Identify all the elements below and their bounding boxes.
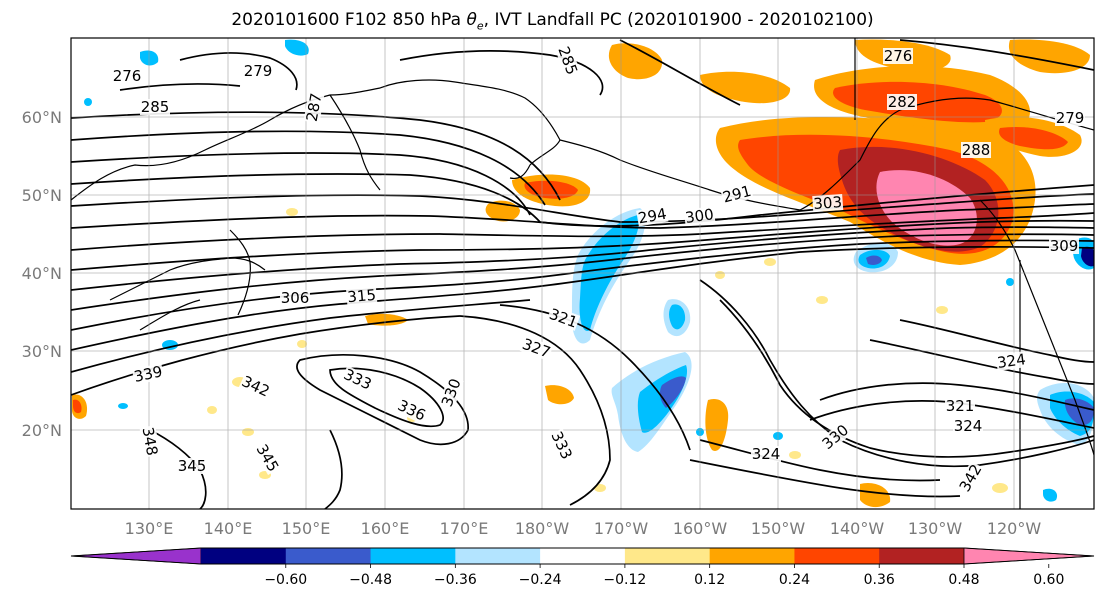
colorbar-bin <box>370 548 456 564</box>
contour-label: 288 <box>962 141 991 159</box>
colorbar-outline <box>70 547 1095 565</box>
longitude-label: 130°E <box>125 519 174 538</box>
longitude-labels: 130°E 140°E 150°E 160°E 170°E 180°W 170°W 160°W… <box>125 519 1042 538</box>
shading-layer <box>72 39 1094 508</box>
longitude-label: 170°E <box>440 519 489 538</box>
colorbar-bin <box>201 548 287 564</box>
longitude-label: 170°W <box>594 519 649 538</box>
colorbar-bin <box>455 548 541 564</box>
contour-label: 339 <box>132 362 164 386</box>
contour-label: 282 <box>888 93 917 111</box>
negative-anomaly-shading <box>669 304 686 330</box>
contour-label: 345 <box>178 457 207 475</box>
longitude-label: 150°E <box>282 519 331 538</box>
colorbar-tick-label: −0.24 <box>519 572 562 588</box>
latitude-labels: 60°N 50°N 40°N 30°N 20°N <box>22 108 62 440</box>
positive-anomaly-shading <box>860 482 891 508</box>
contour-label: 303 <box>813 193 843 213</box>
colorbar-extend-low <box>70 547 202 565</box>
map-title: 2020101600 F102 850 hPa θe, IVT Landfall… <box>0 10 1105 32</box>
contour-label: 287 <box>303 92 326 123</box>
positive-anomaly-shading <box>73 399 82 414</box>
contour-label: 306 <box>281 289 310 307</box>
contour-label: 321 <box>946 397 975 415</box>
longitude-label: 140°E <box>204 519 253 538</box>
latitude-label: 20°N <box>22 421 62 440</box>
contour-label: 276 <box>884 47 913 65</box>
contour-label: 276 <box>113 67 142 85</box>
latitude-label: 60°N <box>22 108 62 127</box>
latitude-label: 50°N <box>22 186 62 205</box>
positive-anomaly-shading <box>545 385 574 405</box>
longitude-label: 140°W <box>830 519 885 538</box>
positive-anomaly-shading <box>833 81 1002 123</box>
colorbar-tick-label: 0.36 <box>864 572 895 588</box>
longitude-label: 120°W <box>987 519 1042 538</box>
colorbar-bin <box>794 548 880 564</box>
colorbar-bin <box>879 548 965 564</box>
contour-label: 279 <box>244 62 273 80</box>
colorbar-tick-label: −0.48 <box>349 572 392 588</box>
gridlines <box>71 38 1094 509</box>
latitude-label: 30°N <box>22 342 62 361</box>
contour-label: 285 <box>141 98 170 116</box>
colorbar-tick-label: 0.12 <box>694 572 725 588</box>
negative-anomaly-shading <box>1081 246 1094 267</box>
longitude-label: 130°W <box>908 519 963 538</box>
negative-anomaly-shading <box>285 39 309 56</box>
colorbar-bin <box>624 548 711 564</box>
title-prefix: 2020101600 F102 850 hPa <box>231 10 467 30</box>
title-theta: θ <box>466 10 477 30</box>
positive-anomaly-shading <box>705 398 729 451</box>
contour-label: 324 <box>996 350 1027 372</box>
colorbar-extend-high <box>963 547 1095 565</box>
negative-anomaly-shading <box>1043 488 1058 502</box>
contour-label: 279 <box>1056 109 1085 127</box>
colorbar-tick-label: −0.36 <box>434 572 477 588</box>
contour-label: 348 <box>139 426 162 457</box>
colorbar-bin <box>709 548 795 564</box>
longitude-label: 160°W <box>673 519 728 538</box>
longitude-label: 180°W <box>515 519 570 538</box>
positive-anomaly-shading <box>999 126 1068 150</box>
colorbar-tick-label: 0.24 <box>779 572 810 588</box>
longitude-label: 150°W <box>751 519 806 538</box>
positive-anomaly-shading <box>608 43 663 80</box>
contour-label: 324 <box>752 445 781 463</box>
title-subscript: e <box>476 19 484 33</box>
colorbar-tick-label: −0.12 <box>603 572 646 588</box>
colorbar <box>70 547 1095 565</box>
colorbar-bin <box>285 548 372 564</box>
title-suffix: , IVT Landfall PC (2020101900 - 20201021… <box>483 10 874 30</box>
colorbar-bin <box>540 548 626 564</box>
colorbar-ticks: −0.60 −0.48 −0.36 −0.24 −0.12 0.12 0.24 0.36 0.4… <box>264 564 1064 588</box>
negative-anomaly-shading <box>659 376 686 408</box>
contour-label: 315 <box>347 286 377 306</box>
colorbar-tick-label: 0.60 <box>1033 572 1064 588</box>
longitude-label: 160°E <box>361 519 410 538</box>
colorbar-tick-label: −0.60 <box>264 572 307 588</box>
coastlines <box>71 38 1094 509</box>
contour-label: 294 <box>637 205 668 228</box>
contour-label: 309 <box>1050 237 1079 255</box>
contour-label: 300 <box>684 205 715 227</box>
latitude-label: 40°N <box>22 264 62 283</box>
map-frame <box>70 37 1095 510</box>
colorbar-tick-label: 0.48 <box>948 572 979 588</box>
negative-anomaly-shading <box>866 255 882 265</box>
contour-label: 324 <box>954 417 983 435</box>
